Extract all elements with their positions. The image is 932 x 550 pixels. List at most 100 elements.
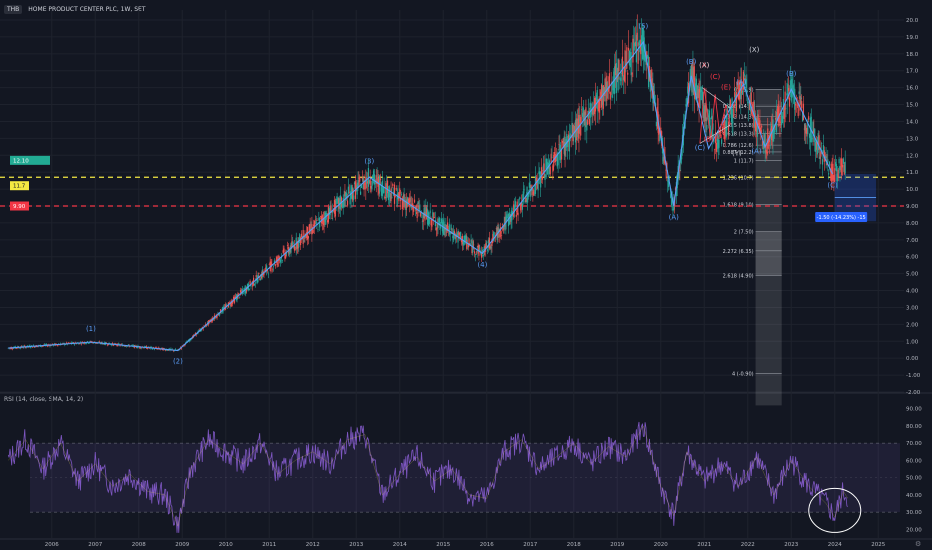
candle-body (695, 78, 698, 96)
candle-body (814, 128, 816, 143)
candle-body (552, 165, 554, 172)
candle-body (377, 177, 379, 187)
candle-body (269, 261, 271, 269)
candle-body (343, 199, 345, 208)
candle-body (498, 228, 500, 232)
candle-body (801, 113, 804, 122)
rsi-sma-line (8, 425, 849, 527)
candle-body (699, 87, 701, 93)
candle-body (326, 220, 329, 223)
candle-body (355, 183, 357, 185)
candle-body (52, 343, 54, 345)
candle-body (369, 178, 371, 185)
candle-body (407, 198, 410, 203)
candle-body (561, 140, 564, 143)
candle-body (265, 267, 267, 270)
candle-body (726, 114, 728, 131)
candle-body (650, 69, 652, 78)
candle-body (523, 189, 525, 191)
candle-body (746, 89, 748, 94)
candle-body (332, 209, 334, 213)
candle-body (567, 134, 570, 143)
candle-body (792, 85, 794, 93)
candle-body (622, 75, 624, 81)
candle-body (786, 93, 788, 96)
candle-body (427, 212, 430, 226)
candle-body (431, 219, 433, 227)
candle-body (271, 263, 273, 266)
candle-body (490, 246, 492, 249)
candle-body (312, 230, 314, 234)
candle-body (740, 82, 742, 100)
candle-body (45, 343, 48, 346)
candle-body (536, 180, 538, 186)
candle-body (226, 304, 228, 306)
yellow-price-tag: 11.7 (13, 184, 26, 190)
candle-body (822, 145, 825, 153)
candle-body (466, 239, 468, 249)
candle-body (430, 217, 432, 226)
fib-level-label: 0.382 (14.3) (723, 114, 754, 120)
rsi-indicator-label[interactable]: RSI (14, close, SMA, 14, 2) (4, 396, 84, 403)
candle-body (7, 347, 9, 349)
candle-body (462, 241, 464, 246)
candle-body (793, 91, 795, 104)
candle-body (501, 224, 504, 225)
candle-body (733, 104, 735, 117)
candle-body (600, 91, 602, 99)
candle-body (530, 185, 532, 189)
candle-body (347, 186, 350, 194)
candle-body (754, 112, 756, 127)
candle-body (679, 170, 681, 172)
candle-body (386, 180, 389, 194)
red-price-tag-bg (10, 201, 29, 211)
candle-body (356, 185, 358, 195)
fib-level-label: 1.236 (10.7) (723, 175, 754, 181)
candle-body (656, 106, 658, 115)
wave-label: (X) (749, 46, 760, 54)
candle-body (136, 347, 138, 348)
candle-body (125, 346, 128, 348)
candle-body (790, 88, 792, 101)
candle-body (401, 197, 403, 209)
candle-body (685, 104, 687, 107)
candle-body (558, 144, 560, 145)
wave-label: (C) (710, 73, 721, 81)
candle-body (818, 135, 820, 150)
candle-body (405, 199, 407, 210)
candle-body (631, 73, 633, 75)
candle-body (804, 123, 806, 131)
candle-body (784, 91, 786, 110)
candle-body (25, 346, 27, 349)
candle-body (796, 105, 798, 107)
wave-label: (C) (695, 144, 706, 152)
candle-body (771, 125, 773, 141)
candle-body (85, 343, 88, 344)
candle-body (815, 141, 818, 150)
candle-body (267, 273, 269, 275)
settings-gear-icon[interactable]: ⚙ (915, 540, 921, 548)
candle-body (513, 204, 515, 217)
candle-body (581, 113, 584, 117)
candle-body (263, 272, 265, 275)
candle-body (384, 196, 386, 198)
candle-body (357, 180, 359, 188)
candle-body (507, 216, 509, 218)
candle-body (752, 114, 754, 118)
candle-body (795, 103, 797, 106)
candle-body (87, 343, 89, 344)
fib-level-label: 2 (7.50) (734, 229, 754, 235)
symbol-title[interactable]: HOME PRODUCT CENTER PLC, 1W, SET (28, 5, 146, 13)
candle-body (680, 158, 682, 163)
currency-badge[interactable]: THB (4, 4, 23, 14)
candle-body (517, 212, 519, 216)
fib-level-label: 0.786 (12.6) (723, 143, 754, 149)
price-tick-label: 3.00 (906, 305, 919, 311)
candle-body (748, 111, 750, 113)
candle-body (759, 120, 761, 134)
wave-label: (3) (364, 158, 374, 166)
candle-body (184, 344, 186, 346)
candle-body (620, 77, 622, 81)
candle-body (46, 345, 48, 347)
